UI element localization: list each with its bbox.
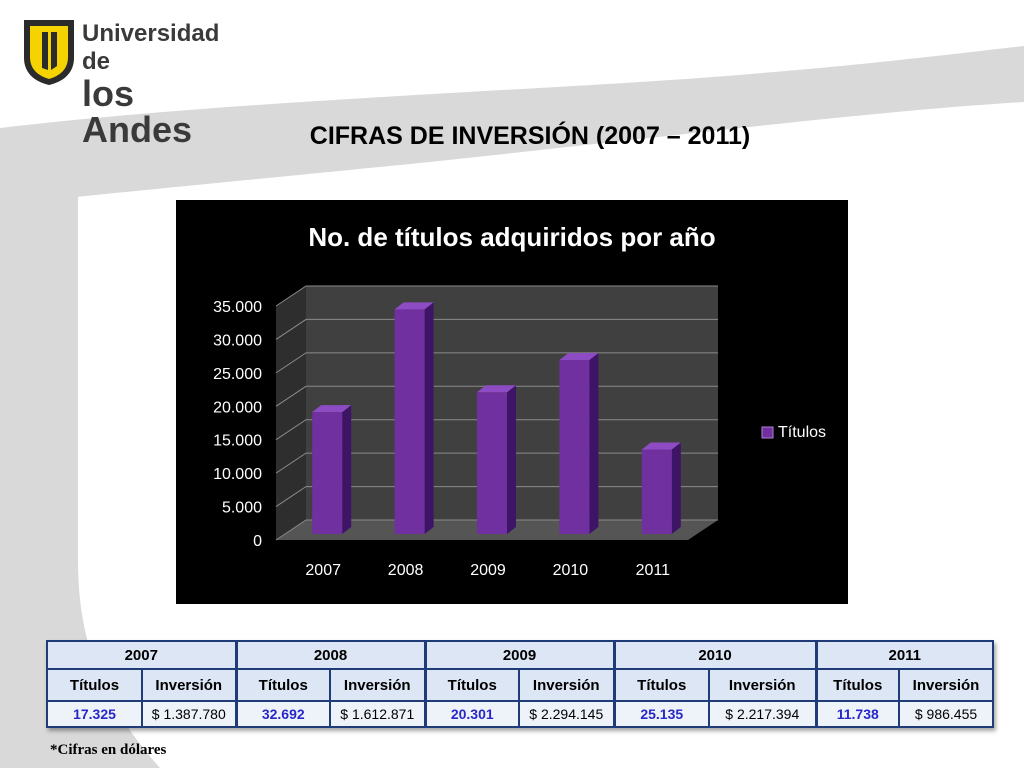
year-header-cell: 2008 (234, 640, 426, 670)
inversion-value-cell: $ 2.294.145 (518, 700, 615, 728)
bar-top (641, 442, 681, 450)
titulos-value-cell: 25.135 (612, 700, 710, 728)
bar (559, 359, 590, 534)
table-year-row: 2007 2008 2009 2010 2011 (46, 640, 995, 670)
column-header-titulos: Títulos (234, 668, 331, 702)
titulos-value-cell: 20.301 (423, 700, 520, 728)
logo-line-1: Universidad de (82, 20, 220, 75)
investment-table: 2007 2008 2009 2010 2011 Títulos Inversión Títu… (46, 640, 995, 728)
y-tick-label: 35.000 (213, 299, 262, 316)
shield-logo-icon (24, 20, 74, 85)
bar-chart: No. de títulos adquiridos por año 0 5.000… (176, 200, 848, 604)
bar-top (394, 302, 434, 310)
column-header-titulos: Títulos (612, 668, 710, 702)
bar-side (507, 385, 516, 534)
bar-top (477, 385, 516, 393)
gridline (275, 318, 718, 340)
column-header-inversion: Inversión (141, 668, 237, 702)
legend-label: Títulos (778, 424, 826, 441)
logo-wordmark: Universidad de los Andes (82, 20, 242, 148)
chart-side-wall (276, 286, 306, 540)
gridline (275, 352, 718, 374)
bar (641, 449, 672, 534)
table-column-header-row: Títulos Inversión Títulos Inversión Títulos I… (46, 668, 995, 702)
titulos-value-cell: 17.325 (46, 700, 143, 728)
inversion-value-cell: $ 2.217.394 (708, 700, 817, 728)
plot-area: 0 5.000 10.000 15.000 20.000 25.000 30.000 35.0… (213, 285, 718, 579)
column-header-inversion: Inversión (518, 668, 615, 702)
university-logo: Universidad de los Andes (22, 18, 242, 148)
chart-svg: No. de títulos adquiridos por año 0 5.000… (213, 222, 826, 579)
y-tick-label: 10.000 (213, 466, 262, 483)
bar (394, 309, 425, 534)
x-tick-label: 2010 (553, 562, 589, 579)
bar-side (671, 442, 681, 534)
column-header-titulos: Títulos (814, 668, 900, 702)
bar (312, 412, 343, 534)
table-row: 17.325 $ 1.387.780 32.692 $ 1.612.871 20.301… (46, 700, 995, 728)
column-header-titulos: Títulos (423, 668, 520, 702)
titulos-value-cell: 32.692 (234, 700, 331, 728)
legend-swatch (761, 426, 774, 439)
column-header-inversion: Inversión (329, 668, 426, 702)
column-header-inversion: Inversión (708, 668, 817, 702)
column-header-inversion: Inversión (897, 668, 995, 702)
y-tick-label: 30.000 (213, 332, 262, 349)
inversion-value-cell: $ 1.612.871 (329, 700, 426, 728)
chart-legend: Títulos (761, 424, 826, 441)
bar (477, 392, 507, 534)
x-tick-label: 2007 (305, 562, 341, 579)
y-tick-label: 0 (253, 533, 262, 550)
bar-top (559, 352, 599, 360)
x-tick-label: 2008 (388, 562, 424, 579)
inversion-value-cell: $ 986.455 (897, 700, 995, 728)
chart-title: No. de títulos adquiridos por año (308, 222, 715, 252)
x-tick-label: 2011 (636, 562, 671, 579)
inversion-value-cell: $ 1.387.780 (141, 700, 237, 728)
bar-side (589, 352, 599, 534)
column-header-titulos: Títulos (46, 668, 143, 702)
year-header-cell: 2010 (612, 640, 817, 670)
swoosh-upper (0, 46, 1024, 205)
logo-line-2: los Andes (82, 73, 193, 150)
gridline (275, 285, 718, 307)
table-body: 2007 2008 2009 2010 2011 Títulos Inversión Títu… (46, 640, 995, 728)
bar-side (342, 405, 352, 534)
y-tick-label: 5.000 (222, 500, 262, 517)
footnote: *Cifras en dólares (50, 742, 167, 758)
bar-top (312, 405, 352, 413)
slide-title: CIFRAS DE INVERSIÓN (2007 – 2011) (309, 122, 751, 150)
bar-side (424, 302, 434, 534)
y-tick-label: 15.000 (213, 433, 262, 450)
x-tick-label: 2009 (470, 562, 506, 579)
y-tick-label: 20.000 (213, 399, 262, 416)
swoosh-left (0, 196, 160, 768)
titulos-value-cell: 11.738 (814, 700, 900, 728)
year-header-cell: 2007 (46, 640, 237, 670)
y-tick-label: 25.000 (213, 366, 262, 383)
year-header-cell: 2009 (423, 640, 615, 670)
year-header-cell: 2011 (814, 640, 995, 670)
